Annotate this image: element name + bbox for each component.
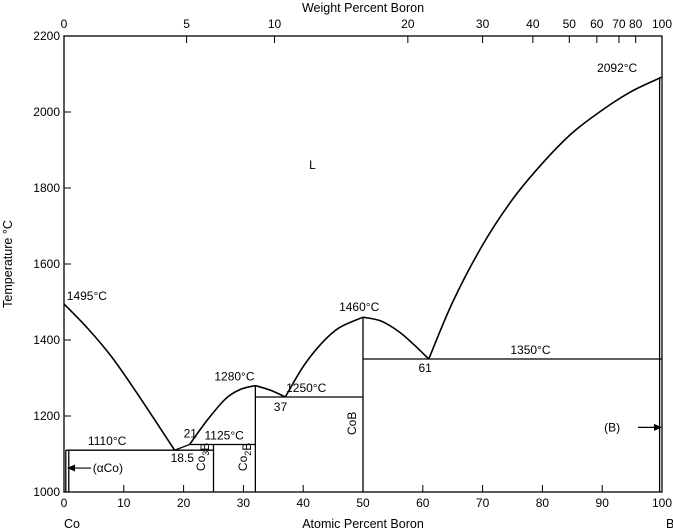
b-end-label: B <box>666 517 673 530</box>
chart-labels: 0 10 20 30 40 50 60 70 80 90 100100012001400160018… <box>33 17 672 510</box>
y-tick-label: 1600 <box>33 257 60 271</box>
annotation-label: L <box>309 158 316 172</box>
liquidus-curve <box>284 316 364 398</box>
y-axis-title: Temperature °C <box>1 220 15 308</box>
top-axis-title: Weight Percent Boron <box>302 1 424 15</box>
annotation-label: (αCo) <box>93 461 123 475</box>
x-axis-title: Atomic Percent Boron <box>302 517 424 530</box>
annotation-label: 18.5 <box>171 451 195 465</box>
annotation-label: 2092°C <box>597 61 637 75</box>
y-tick-label: 1200 <box>33 409 60 423</box>
top-tick-label: 5 <box>183 17 190 31</box>
top-tick-label: 0 <box>61 17 68 31</box>
top-tick-label: 80 <box>629 17 643 31</box>
annotation-label: 1350°C <box>510 343 550 357</box>
y-tick-label: 2000 <box>33 105 60 119</box>
top-tick-label: 20 <box>401 17 415 31</box>
liquidus-curve <box>255 384 286 398</box>
annotation-label: 21 <box>184 427 198 441</box>
x-tick-label: 70 <box>476 496 490 510</box>
x-tick-label: 60 <box>416 496 430 510</box>
alpha-co-arrowhead <box>66 464 75 472</box>
compound-label: Co3B <box>194 443 212 471</box>
y-tick-label: 2200 <box>33 29 60 43</box>
annotation-label: 1125°C <box>205 429 245 443</box>
top-tick-label: 50 <box>563 17 577 31</box>
annotation-label: 37 <box>274 400 288 414</box>
x-tick-label: 90 <box>596 496 610 510</box>
x-tick-label: 30 <box>237 496 251 510</box>
liquidus-curve <box>188 384 256 445</box>
annotation-label: (B) <box>604 420 620 434</box>
x-tick-label: 20 <box>177 496 191 510</box>
top-tick-label: 70 <box>612 17 626 31</box>
x-tick-label: 0 <box>61 496 68 510</box>
annotation-label: 61 <box>419 361 433 375</box>
annotation-label: 1280°C <box>214 370 254 384</box>
top-tick-label: 60 <box>590 17 604 31</box>
compound-label: Co2B <box>236 443 254 471</box>
liquidus-curve <box>63 303 176 451</box>
top-tick-label: 30 <box>476 17 490 31</box>
y-tick-label: 1400 <box>33 333 60 347</box>
y-tick-label: 1000 <box>33 485 60 499</box>
x-tick-label: 80 <box>536 496 550 510</box>
boron-arrowhead <box>654 423 662 431</box>
phase-boundary-line <box>174 443 190 451</box>
co-end-label: Co <box>64 517 80 530</box>
top-tick-label: 40 <box>526 17 540 31</box>
x-tick-label: 50 <box>356 496 370 510</box>
annotation-label: 1495°C <box>67 289 107 303</box>
phase-lines <box>63 76 663 492</box>
x-tick-label: 10 <box>117 496 131 510</box>
top-tick-label: 10 <box>268 17 282 31</box>
annotation-label: 1250°C <box>286 381 326 395</box>
liquidus-curve <box>428 76 663 360</box>
compound-label: CoB <box>345 412 359 435</box>
top-tick-label: 100 <box>652 17 672 31</box>
x-tick-label: 100 <box>652 496 672 510</box>
annotation-label: 1110°C <box>88 434 127 448</box>
x-tick-label: 40 <box>297 496 311 510</box>
annotation-label: 1460°C <box>339 300 379 314</box>
y-tick-label: 1800 <box>33 181 60 195</box>
liquidus-curve <box>362 316 430 360</box>
